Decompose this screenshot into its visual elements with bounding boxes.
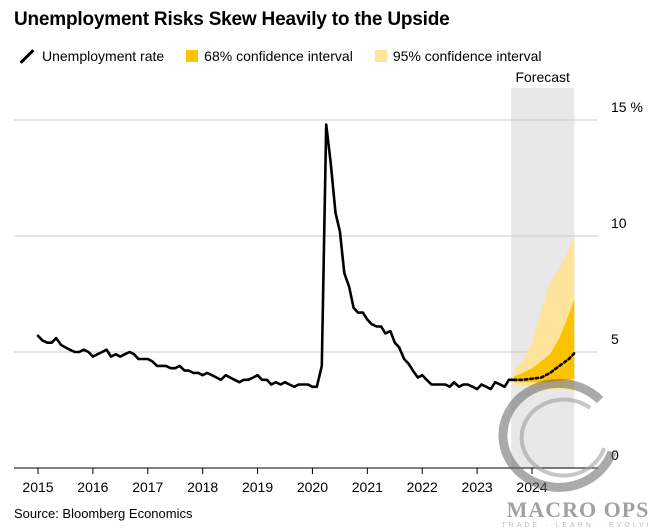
legend-swatch-ci95 — [374, 50, 387, 62]
x-tick-label: 2020 — [297, 479, 328, 495]
forecast-label: Forecast — [515, 69, 570, 85]
logo-swirl-inner — [519, 397, 606, 478]
x-tick-label: 2016 — [77, 479, 108, 495]
legend-item-ci68: 68% confidence interval — [186, 48, 353, 64]
x-tick-label: 2015 — [22, 479, 53, 495]
y-tick-label: 10 — [611, 215, 627, 231]
source-note: Source: Bloomberg Economics — [14, 506, 193, 521]
y-tick-label: 15 % — [611, 99, 643, 115]
chart-title: Unemployment Risks Skew Heavily to the U… — [14, 9, 450, 30]
x-tick-label: 2019 — [242, 479, 273, 495]
logo-tagline: TRADE · LEARN · EVOLVE — [501, 522, 648, 529]
y-tick-label: 5 — [611, 331, 619, 347]
legend: Unemployment rate 68% confidence interva… — [18, 46, 563, 66]
x-tick-label: 2021 — [352, 479, 383, 495]
logo-swirl — [498, 378, 617, 492]
ci68-band — [513, 298, 575, 383]
x-tick-label: 2022 — [407, 479, 438, 495]
logo-wordmark: MACRO OPS — [507, 497, 648, 522]
unemployment-rate-line — [36, 123, 516, 391]
legend-label: 68% confidence interval — [204, 48, 353, 64]
legend-label: Unemployment rate — [42, 48, 165, 64]
x-tick-label: 2017 — [132, 479, 163, 495]
legend-label: 95% confidence interval — [392, 48, 542, 64]
x-tick-label: 2023 — [462, 479, 493, 495]
forecast-median-line — [512, 351, 576, 382]
x-tick-label: 2018 — [187, 479, 218, 495]
legend-item-ci95: 95% confidence interval — [374, 48, 542, 64]
legend-swatch-ci68 — [186, 50, 199, 62]
legend-item-unemployment: Unemployment rate — [18, 48, 164, 64]
